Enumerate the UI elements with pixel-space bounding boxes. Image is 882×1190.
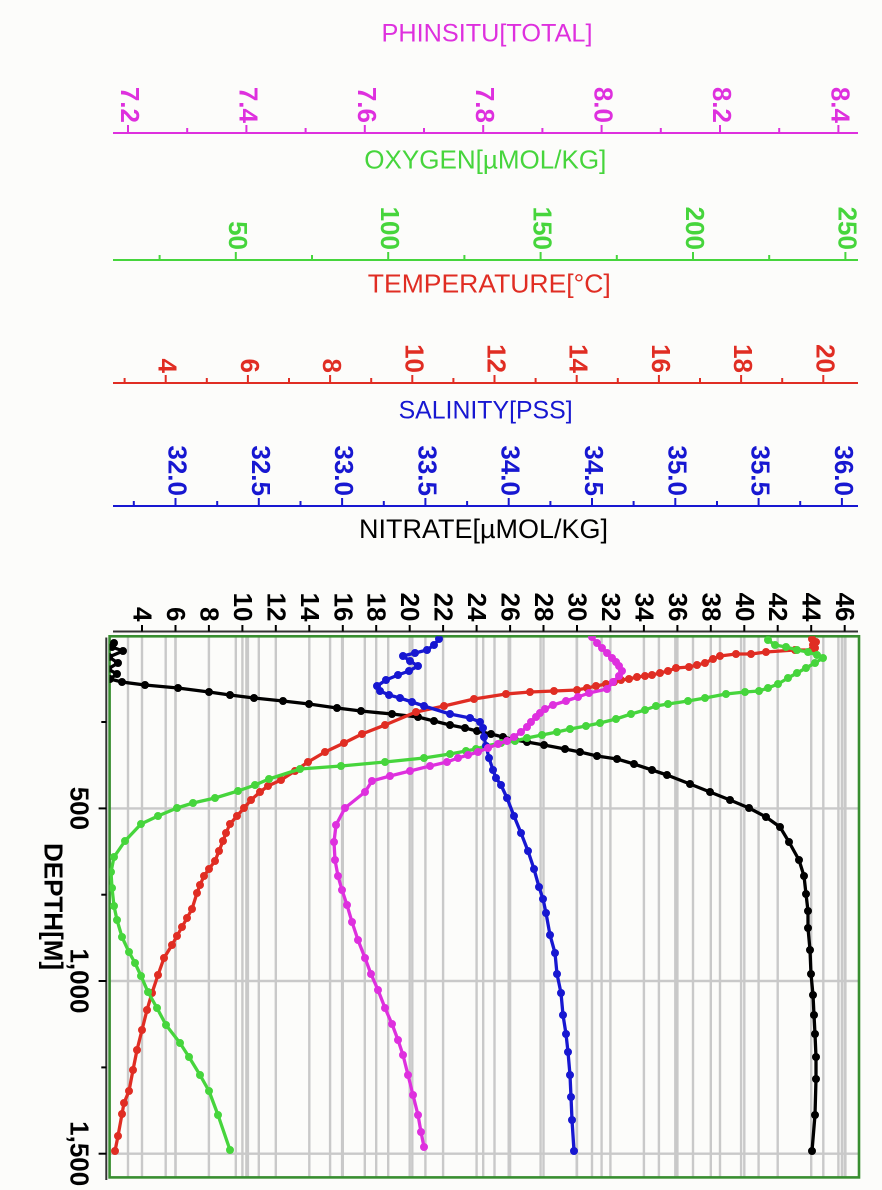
- svg-text:DEPTH[M]: DEPTH[M]: [39, 843, 69, 970]
- svg-text:40: 40: [730, 593, 760, 622]
- svg-text:6: 6: [235, 359, 265, 373]
- svg-text:12: 12: [261, 593, 291, 622]
- svg-text:34.5: 34.5: [579, 445, 609, 496]
- svg-text:1,500: 1,500: [65, 1121, 95, 1186]
- svg-text:8: 8: [194, 607, 224, 621]
- svg-text:26: 26: [496, 593, 526, 622]
- svg-text:250: 250: [832, 207, 862, 250]
- svg-text:TEMPERATURE[°C]: TEMPERATURE[°C]: [368, 269, 611, 299]
- svg-text:36.0: 36.0: [829, 445, 859, 496]
- svg-text:44: 44: [797, 593, 827, 622]
- svg-text:16: 16: [646, 344, 676, 373]
- svg-text:34.0: 34.0: [496, 445, 526, 496]
- svg-text:150: 150: [528, 207, 558, 250]
- svg-text:7.8: 7.8: [470, 87, 500, 123]
- svg-text:1,000: 1,000: [65, 948, 95, 1013]
- svg-text:OXYGEN[µMOL/KG]: OXYGEN[µMOL/KG]: [364, 145, 606, 175]
- svg-text:20: 20: [395, 593, 425, 622]
- svg-text:50: 50: [223, 221, 253, 250]
- svg-text:7.4: 7.4: [233, 87, 263, 124]
- svg-text:18: 18: [728, 344, 758, 373]
- svg-text:100: 100: [375, 207, 405, 250]
- svg-text:PHINSITU[TOTAL]: PHINSITU[TOTAL]: [382, 20, 593, 48]
- svg-text:22: 22: [429, 593, 459, 622]
- svg-text:8.0: 8.0: [589, 87, 619, 123]
- svg-text:20: 20: [810, 344, 840, 373]
- svg-text:6: 6: [161, 607, 191, 621]
- svg-text:8.2: 8.2: [707, 87, 737, 123]
- svg-text:7.2: 7.2: [115, 87, 145, 123]
- svg-text:SALINITY[PSS]: SALINITY[PSS]: [399, 397, 573, 425]
- svg-text:38: 38: [696, 593, 726, 622]
- svg-text:10: 10: [399, 344, 429, 373]
- svg-text:NITRATE[µMOL/KG]: NITRATE[µMOL/KG]: [359, 514, 608, 544]
- svg-text:33.0: 33.0: [329, 445, 359, 496]
- svg-text:28: 28: [529, 593, 559, 622]
- svg-text:7.6: 7.6: [352, 87, 382, 123]
- svg-text:35.0: 35.0: [662, 445, 692, 496]
- svg-text:8: 8: [317, 359, 347, 373]
- svg-text:14: 14: [564, 344, 594, 373]
- svg-text:4: 4: [128, 607, 158, 622]
- svg-text:24: 24: [462, 593, 492, 622]
- svg-text:42: 42: [763, 593, 793, 622]
- svg-text:10: 10: [228, 593, 258, 622]
- svg-text:200: 200: [680, 207, 710, 250]
- svg-text:32: 32: [596, 593, 626, 622]
- svg-text:4: 4: [153, 359, 183, 374]
- svg-text:32.5: 32.5: [246, 445, 276, 496]
- svg-text:35.5: 35.5: [746, 445, 776, 496]
- svg-text:500: 500: [65, 787, 95, 830]
- svg-text:30: 30: [563, 593, 593, 622]
- svg-text:8.4: 8.4: [825, 87, 855, 124]
- svg-text:12: 12: [482, 344, 512, 373]
- svg-text:16: 16: [328, 593, 358, 622]
- svg-text:34: 34: [629, 593, 659, 622]
- svg-text:18: 18: [362, 593, 392, 622]
- svg-text:33.5: 33.5: [412, 445, 442, 496]
- svg-text:46: 46: [830, 593, 860, 622]
- svg-text:32.0: 32.0: [163, 445, 193, 496]
- svg-text:14: 14: [295, 593, 325, 622]
- svg-text:36: 36: [663, 593, 693, 622]
